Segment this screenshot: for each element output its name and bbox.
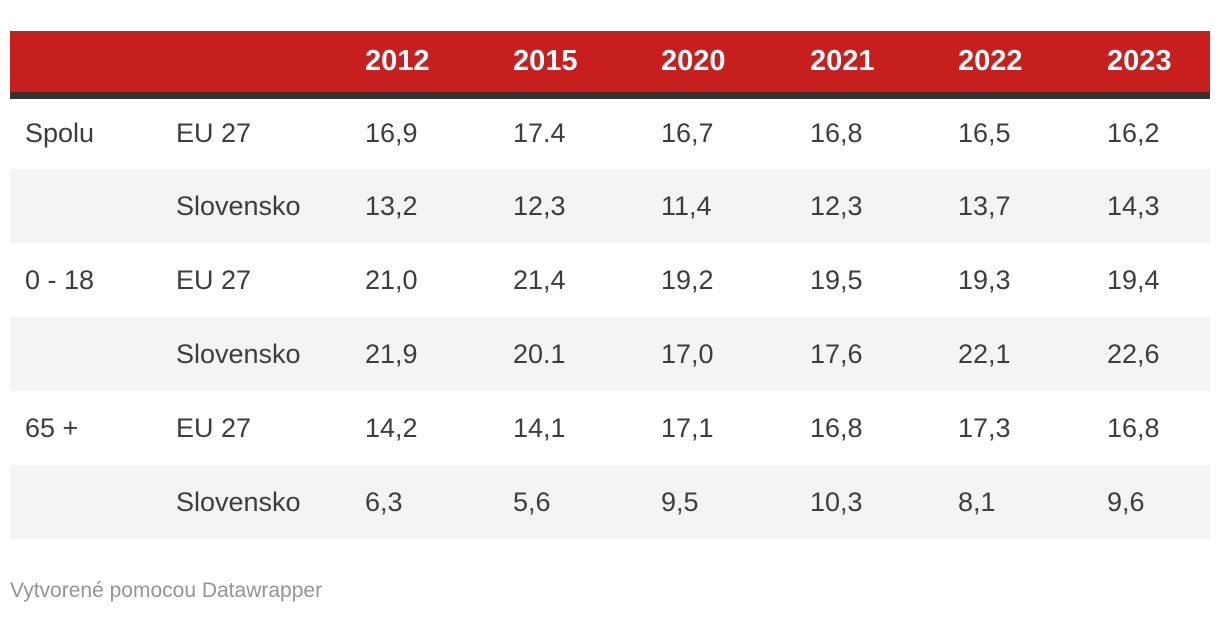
table-header: 2012 2015 2020 2021 2022 2023 (10, 31, 1210, 99)
value-cell: 21,9 (365, 338, 418, 369)
table-row: Slovensko 13,2 12,3 11,4 12,3 13,7 14,3 (10, 169, 1210, 243)
value-cell: 17,1 (661, 412, 714, 443)
value-cell: 21,4 (513, 264, 566, 295)
value-cell: 19,5 (810, 264, 863, 295)
value-cell: 14,1 (513, 412, 566, 443)
row-group-cell: 65 + (25, 412, 79, 443)
value-cell: 13,2 (365, 190, 418, 221)
table-row: Spolu EU 27 16,9 17.4 16,7 16,8 16,5 16,… (10, 95, 1210, 169)
header-cell-2020: 2020 (661, 31, 810, 99)
table-row: Slovensko 6,3 5,6 9,5 10,3 8,1 9,6 (10, 465, 1210, 539)
value-cell: 16,7 (661, 118, 714, 149)
header-cell-2023: 2023 (1107, 31, 1210, 99)
row-group-cell (10, 465, 176, 539)
row-entity-cell: EU 27 (176, 412, 252, 443)
header-cell-entity (176, 31, 365, 99)
value-cell: 16,8 (810, 412, 863, 443)
value-cell: 16,8 (810, 118, 863, 149)
value-cell: 22,1 (958, 338, 1011, 369)
value-cell: 8,1 (958, 486, 996, 517)
datawrapper-attribution-link[interactable]: Vytvorené pomocou Datawrapper (10, 579, 323, 602)
value-cell: 14,3 (1107, 190, 1160, 221)
value-cell: 21,0 (365, 264, 418, 295)
header-cell-2022: 2022 (958, 31, 1107, 99)
value-cell: 11,4 (661, 190, 712, 221)
value-cell: 9,6 (1107, 486, 1145, 517)
value-cell: 17,3 (958, 412, 1011, 443)
table-row: 65 + EU 27 14,2 14,1 17,1 16,8 17,3 16,8 (10, 391, 1210, 465)
value-cell: 9,5 (661, 486, 699, 517)
value-cell: 16,5 (958, 118, 1011, 149)
value-cell: 12,3 (810, 190, 863, 221)
data-table: 2012 2015 2020 2021 2022 2023 Spolu EU 2… (10, 31, 1210, 539)
row-group-cell (10, 317, 176, 391)
row-group-cell: 0 - 18 (25, 264, 95, 295)
header-cell-group (10, 31, 176, 99)
value-cell: 22,6 (1107, 338, 1160, 369)
value-cell: 19,2 (661, 264, 714, 295)
row-entity-cell: EU 27 (176, 264, 252, 295)
value-cell: 6,3 (365, 486, 403, 517)
value-cell: 19,4 (1107, 264, 1160, 295)
row-entity-cell: EU 27 (176, 118, 252, 149)
value-cell: 17.4 (513, 118, 566, 149)
value-cell: 20.1 (513, 338, 566, 369)
value-cell: 16,9 (365, 118, 418, 149)
value-cell: 17,6 (810, 338, 863, 369)
header-cell-2021: 2021 (810, 31, 958, 99)
row-entity-cell: Slovensko (176, 486, 301, 517)
row-group-cell: Spolu (25, 118, 95, 149)
header-cell-2015: 2015 (513, 31, 661, 99)
row-entity-cell: Slovensko (176, 338, 301, 369)
value-cell: 17,0 (661, 338, 714, 369)
table-body: Spolu EU 27 16,9 17.4 16,7 16,8 16,5 16,… (10, 95, 1210, 539)
header-cell-2012: 2012 (365, 31, 513, 99)
table-row: Slovensko 21,9 20.1 17,0 17,6 22,1 22,6 (10, 317, 1210, 391)
header-row: 2012 2015 2020 2021 2022 2023 (10, 31, 1210, 99)
value-cell: 16,2 (1107, 118, 1160, 149)
row-entity-cell: Slovensko (176, 190, 301, 221)
data-table-container: 2012 2015 2020 2021 2022 2023 Spolu EU 2… (10, 31, 1210, 539)
table-row: 0 - 18 EU 27 21,0 21,4 19,2 19,5 19,3 19… (10, 243, 1210, 317)
value-cell: 13,7 (958, 190, 1011, 221)
value-cell: 19,3 (958, 264, 1011, 295)
row-group-cell (10, 169, 176, 243)
value-cell: 5,6 (513, 486, 551, 517)
value-cell: 12,3 (513, 190, 566, 221)
value-cell: 14,2 (365, 412, 418, 443)
value-cell: 16,8 (1107, 412, 1160, 443)
value-cell: 10,3 (810, 486, 863, 517)
